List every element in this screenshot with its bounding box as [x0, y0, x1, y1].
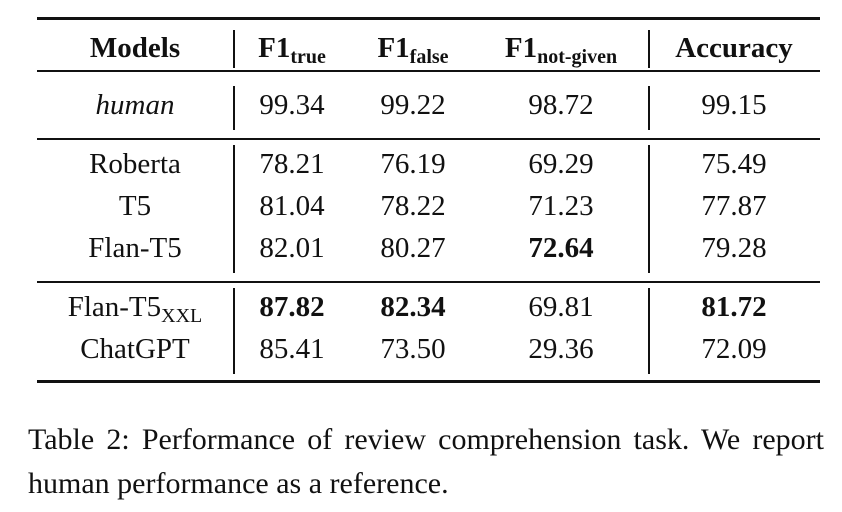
header-text: F1	[504, 32, 538, 64]
score-cell: 69.81	[451, 290, 671, 324]
horizontal-rule	[37, 17, 820, 20]
score-text: 80.27	[380, 232, 446, 264]
vertical-rule	[233, 145, 235, 273]
horizontal-rule	[37, 70, 820, 72]
model-text: human	[95, 89, 175, 121]
header-text: Accuracy	[675, 32, 793, 64]
horizontal-rule	[37, 281, 820, 283]
score-text: 69.29	[528, 148, 594, 180]
score-text: 85.41	[259, 333, 325, 365]
model-text: Roberta	[89, 148, 181, 180]
score-cell: 72.09	[624, 332, 842, 366]
score-cell: 72.64	[451, 231, 671, 265]
score-text: 98.72	[528, 89, 594, 121]
score-text: 78.21	[259, 148, 325, 180]
header-text: F1	[377, 32, 410, 64]
score-text: 77.87	[701, 190, 767, 222]
score-text: 72.09	[701, 333, 767, 365]
score-text: 75.49	[701, 148, 767, 180]
column-header: F1false	[303, 31, 523, 68]
score-cell: 81.04	[182, 189, 402, 223]
model-text: ChatGPT	[80, 333, 190, 365]
score-text: 99.15	[701, 89, 767, 121]
score-cell: 82.34	[303, 290, 523, 324]
vertical-rule	[233, 30, 235, 68]
score-cell: 79.28	[624, 231, 842, 265]
score-cell: 73.50	[303, 332, 523, 366]
table-caption: Table 2: Performance of review comprehen…	[28, 423, 824, 500]
score-cell: 69.29	[451, 147, 671, 181]
horizontal-rule	[37, 380, 820, 383]
model-name: T5	[25, 189, 245, 223]
score-text: 82.34	[380, 291, 446, 323]
header-text: Models	[89, 32, 181, 64]
column-header: Accuracy	[624, 31, 842, 65]
score-cell: 99.22	[303, 88, 523, 122]
header-subscript: false	[409, 46, 449, 68]
score-text: 73.50	[380, 333, 446, 365]
model-name: Roberta	[25, 147, 245, 181]
score-text: 99.22	[380, 89, 446, 121]
score-text: 69.81	[528, 291, 594, 323]
score-cell: 99.34	[182, 88, 402, 122]
score-text: 81.04	[259, 190, 325, 222]
model-text: T5	[118, 190, 152, 222]
model-name: Flan-T5XXL	[25, 290, 245, 327]
model-text: Flan-T5	[67, 291, 162, 323]
score-cell: 29.36	[451, 332, 671, 366]
score-text: 81.72	[701, 291, 767, 323]
score-text: 71.23	[528, 190, 594, 222]
score-text: 87.82	[259, 291, 325, 323]
score-cell: 78.22	[303, 189, 523, 223]
score-text: 82.01	[259, 232, 325, 264]
model-text: Flan-T5	[88, 232, 182, 264]
horizontal-rule	[37, 138, 820, 140]
score-text: 79.28	[701, 232, 767, 264]
score-cell: 80.27	[303, 231, 523, 265]
header-subscript: not-given	[537, 46, 618, 68]
vertical-rule	[233, 86, 235, 130]
score-text: 99.34	[259, 89, 325, 121]
model-name: human	[25, 88, 245, 122]
column-header: F1not-given	[451, 31, 671, 68]
score-cell: 82.01	[182, 231, 402, 265]
model-subscript: XXL	[161, 305, 203, 327]
score-cell: 78.21	[182, 147, 402, 181]
score-cell: 77.87	[624, 189, 842, 223]
score-cell: 76.19	[303, 147, 523, 181]
vertical-rule	[648, 288, 650, 374]
score-cell: 99.15	[624, 88, 842, 122]
score-cell: 81.72	[624, 290, 842, 324]
score-cell: 71.23	[451, 189, 671, 223]
vertical-rule	[233, 288, 235, 374]
header-subscript: true	[290, 46, 326, 68]
score-cell: 87.82	[182, 290, 402, 324]
vertical-rule	[648, 86, 650, 130]
vertical-rule	[648, 145, 650, 273]
score-text: 76.19	[380, 148, 446, 180]
score-cell: 75.49	[624, 147, 842, 181]
column-header: Models	[25, 31, 245, 65]
vertical-rule	[648, 30, 650, 68]
model-name: Flan-T5	[25, 231, 245, 265]
column-header: F1true	[182, 31, 402, 68]
score-cell: 98.72	[451, 88, 671, 122]
score-cell: 85.41	[182, 332, 402, 366]
score-text: 29.36	[528, 333, 594, 365]
score-text: 78.22	[380, 190, 446, 222]
header-text: F1	[258, 32, 291, 64]
model-name: ChatGPT	[25, 332, 245, 366]
score-text: 72.64	[528, 232, 594, 264]
